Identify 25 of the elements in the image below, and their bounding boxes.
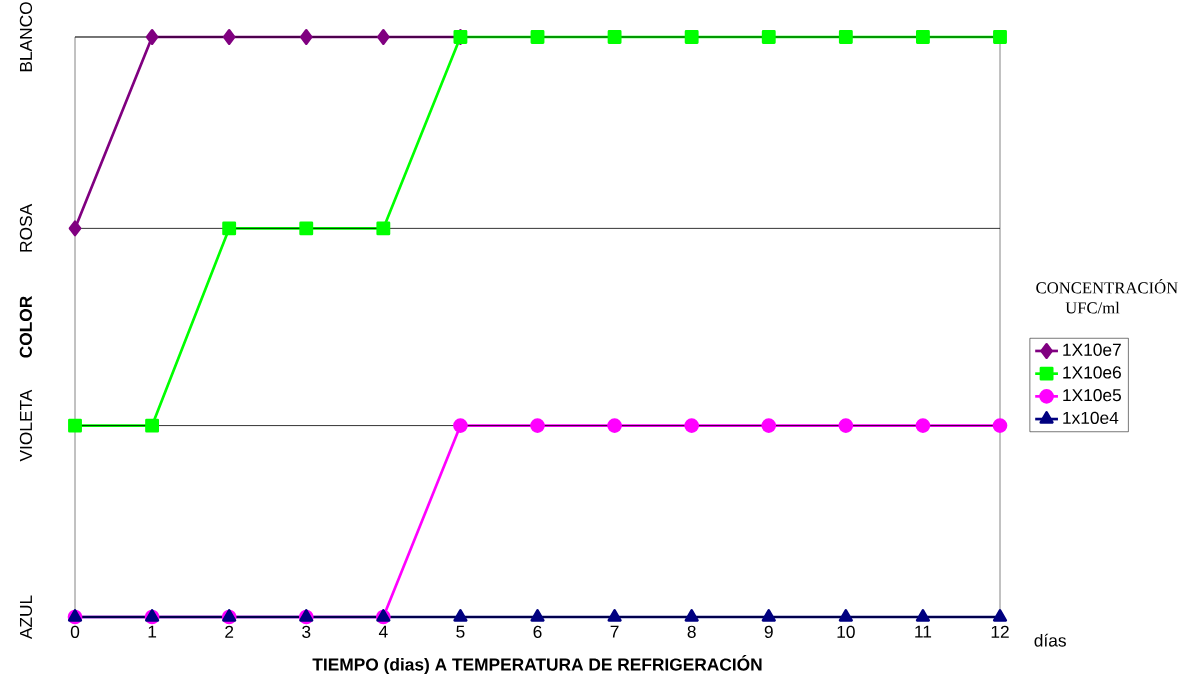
x-tick-label: 0 xyxy=(70,625,80,638)
x-tick-label: 9 xyxy=(764,625,773,638)
x-tick-label: 4 xyxy=(378,625,388,638)
text: días xyxy=(1034,633,1066,647)
x-tick-label: 6 xyxy=(533,625,542,638)
x-tick-label: 7 xyxy=(610,625,619,638)
y-axis-title: COLOR xyxy=(19,296,32,358)
x-axis-title: TIEMPO (dias) A TEMPERATURA DE REFRIGERACIÓN xyxy=(312,655,762,675)
ref-line-label: BLANCO xyxy=(19,2,33,72)
x-tick-label: 10 xyxy=(837,625,855,638)
ref-line-label: AZUL xyxy=(19,595,33,640)
x-tick-label: 11 xyxy=(915,625,932,638)
legend-label: 1X10e6 xyxy=(1063,366,1121,379)
x-tick-label: 5 xyxy=(456,625,465,638)
legend-label: 1x10e4 xyxy=(1063,411,1119,424)
ref-line-label: ROSA xyxy=(19,203,33,252)
x-tick-label: 2 xyxy=(225,625,234,638)
legend-label: 1X10e5 xyxy=(1063,389,1121,402)
x-tick-label: 8 xyxy=(687,625,696,638)
x-tick-label: 12 xyxy=(991,625,1009,638)
legend-label: 1X10e7 xyxy=(1063,343,1121,356)
legend-title: CONCENTRACIÓN UFC/ml xyxy=(1036,279,1178,314)
x-tick-label: 1 xyxy=(148,625,157,638)
ref-line-label: VIOLETA xyxy=(19,389,33,462)
x-tick-label: 3 xyxy=(302,625,311,638)
